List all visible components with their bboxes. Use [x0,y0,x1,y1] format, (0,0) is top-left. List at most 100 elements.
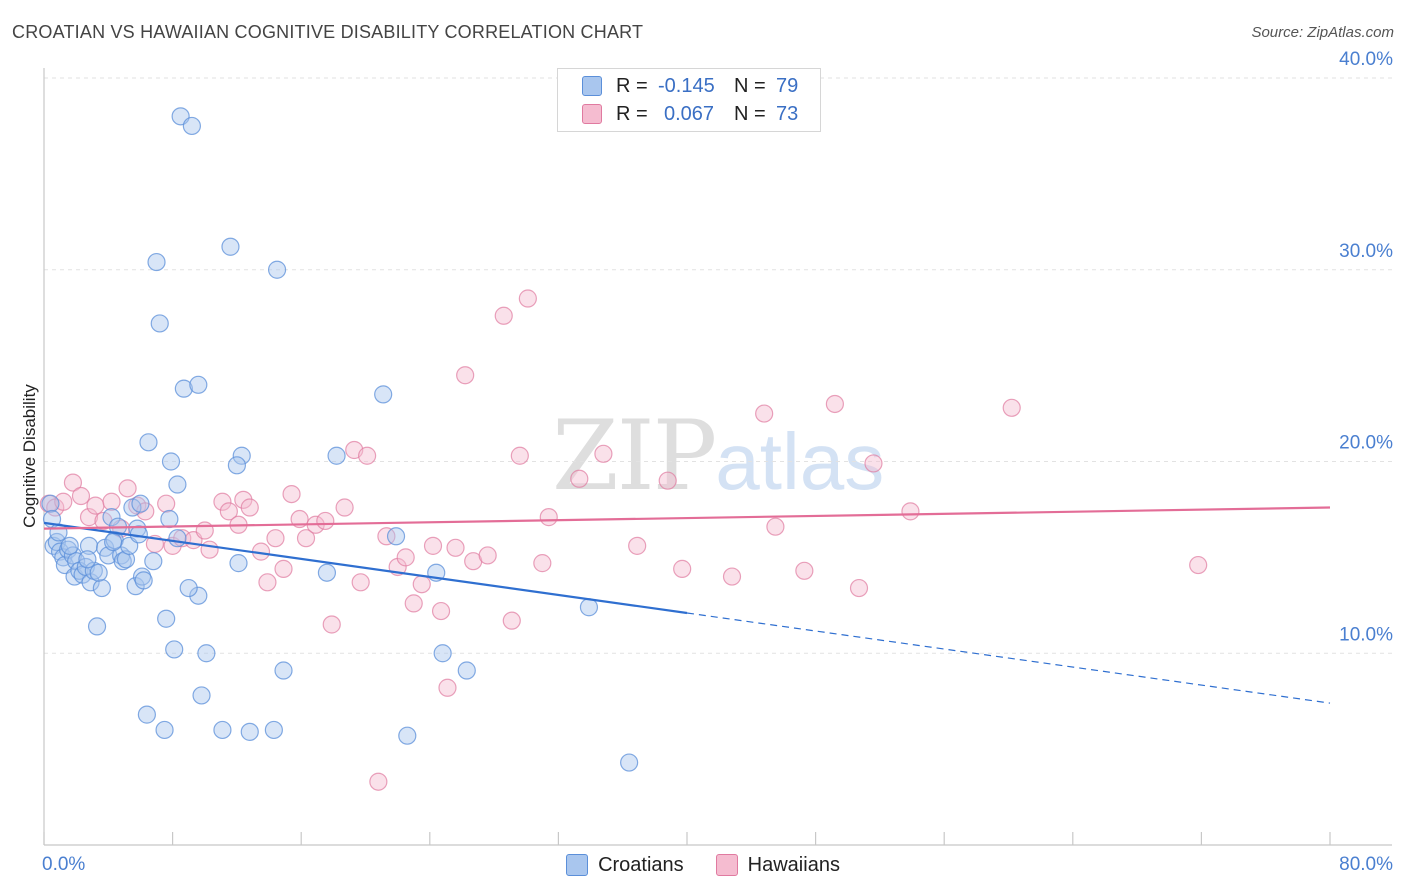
hawaiians-point [412,575,431,594]
x-tick-label: 80.0% [1339,854,1393,875]
hawaiians-point [404,594,423,613]
croatians-point [79,536,99,555]
hawaiians-point [502,611,521,630]
hawaiians-point [456,366,475,385]
hawaiians-point [849,578,869,598]
hawaiians-point [377,527,396,546]
hawaiians-point [795,561,814,580]
hawaiians-point [755,404,774,423]
series-legend-hawaiians[interactable]: Hawaiians [715,853,840,877]
croatians-point [63,546,83,565]
croatians-trend-line [43,521,688,615]
hawaiians-point [673,559,692,578]
croatians-point [227,456,246,475]
croatians-point [386,527,406,546]
hawaiians-point [71,486,91,506]
croatians-point [168,529,187,548]
croatians-point [579,598,599,617]
series-label-croatians: Croatians [598,853,684,876]
croatians-point [168,475,187,494]
hawaiians-point [722,567,742,586]
hawaiians-point [282,484,301,504]
croatians-point [137,705,156,724]
croatians-point [41,494,60,513]
series-label-hawaiians: Hawaiians [747,853,840,876]
hawaiians-point [369,772,388,791]
hawaiians-point [570,469,589,488]
hawaiians-point [510,446,529,465]
hawaiians-point [322,615,341,634]
croatians-point [157,609,176,628]
hawaiians-point [494,306,513,325]
hawaiians-point [258,573,277,592]
hawaiians-point [200,540,219,559]
hawaiians-point [266,529,285,548]
x-tick-label: 0.0% [42,854,85,875]
croatians-point [165,640,184,659]
legend-r-value-hawaiians: 0.067 [664,102,715,125]
hawaiians-point [533,554,552,573]
legend-row-croatians: R = -0.145 N = 79 [582,73,798,99]
croatians-point [134,571,153,590]
hawaiians-point [86,496,105,515]
hawaiians-point [438,678,457,697]
croatians-point [327,446,346,465]
hawaiians-point [213,492,232,511]
croatians-point [78,550,97,569]
croatians-point [92,578,111,598]
hawaiians-trend-line [43,506,1331,530]
hawaiians-point [864,454,883,473]
hawaiians-point [766,517,785,536]
croatians-point [240,722,259,741]
croatians-point [189,375,208,394]
hawaiians-point [240,498,259,517]
croatians-point [457,661,476,680]
hawaiians-point [219,502,238,521]
croatians-point [221,237,240,256]
hawaiians-point [446,538,465,557]
hawaiians-point [901,502,920,521]
croatians-point [267,260,287,279]
hawaiians-point [79,508,99,527]
croatians-point [229,554,248,573]
legend-r-label: R = [616,102,648,125]
croatians-point [89,563,108,582]
croatians-trend-extension [686,612,1331,704]
legend-n-value-hawaiians: 73 [776,102,799,125]
croatians-point [213,720,232,740]
hawaiians-point [539,508,558,527]
hawaiians-point [118,479,137,498]
croatians-point [144,552,163,571]
legend-swatch-hawaiians [582,104,602,124]
hawaiians-point [63,473,83,492]
croatians-point [139,433,158,452]
croatians-point [398,726,417,745]
watermark: ZIPatlas [552,400,884,512]
croatians-point [102,508,121,527]
croatians-point [116,550,136,569]
hawaiians-point [316,511,335,531]
hawaiians-point [825,394,844,414]
watermark-zip: ZIP [552,400,717,512]
legend-n-label: N = [734,102,766,125]
croatians-point [160,509,179,529]
hawaiians-point [358,446,377,465]
legend-row-hawaiians: R = 0.067 N = 73 [582,101,798,127]
croatians-point [264,720,283,740]
croatians-point [104,532,123,552]
legend-r-value-croatians: -0.145 [658,74,715,97]
y-tick-label: 10.0% [1339,624,1393,645]
y-tick-label: 20.0% [1339,433,1393,454]
y-tick-label: 40.0% [1339,49,1393,70]
croatians-point [620,753,639,772]
croatians-point [192,686,211,705]
legend-r-label: R = [616,74,648,97]
correlation-legend: R = -0.145 N = 79 R = 0.067 N = 73 [557,68,821,132]
croatians-point [113,552,132,571]
series-legend: Croatians Hawaiians [0,852,1406,878]
legend-n-value-croatians: 79 [776,74,799,97]
series-legend-croatians[interactable]: Croatians [566,854,684,877]
hawaiians-point [102,492,121,511]
croatians-point [87,617,107,636]
croatians-point [147,252,166,272]
